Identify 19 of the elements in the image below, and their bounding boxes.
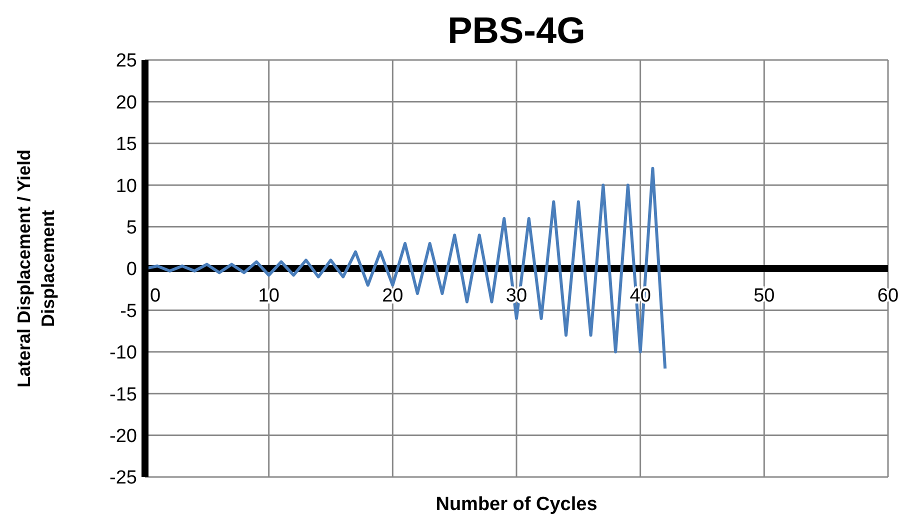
y-tick-label: -5 (120, 300, 137, 322)
y-tick-label: 25 (116, 50, 137, 72)
y-tick-label: 5 (126, 218, 137, 239)
x-tick-label: 10 (258, 285, 280, 306)
y-tick-label: 10 (116, 176, 137, 197)
y-tick-label: -10 (110, 342, 137, 364)
y-tick-label: -20 (110, 426, 137, 448)
y-tick-label: -25 (110, 468, 137, 489)
y-tick-label: 15 (116, 134, 137, 156)
x-tick-label: 0 (150, 285, 161, 306)
x-tick-label: 60 (877, 285, 899, 306)
y-tick-label: 20 (116, 92, 137, 114)
x-tick-label: 20 (382, 285, 404, 306)
chart-title: PBS-4G (446, 10, 586, 52)
x-axis-title: Number of Cycles (436, 494, 598, 515)
y-tick-label: -15 (110, 384, 137, 406)
y-axis-title: Lateral Displacement / Yield Displacement (14, 149, 58, 388)
y-tick-label: 0 (126, 259, 137, 280)
x-tick-label: 50 (754, 285, 775, 306)
